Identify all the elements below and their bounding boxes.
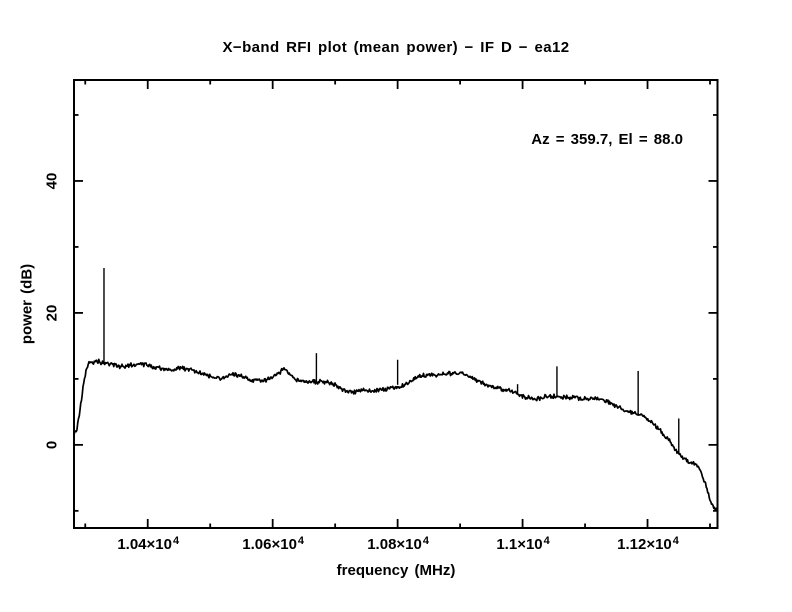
x-tick-label: 1.04×104 [117,535,180,553]
pointing-annotation: Az = 359.7, El = 88.0 [531,131,683,148]
x-tick-label: 1.12×104 [617,535,679,553]
x-tick-label: 1.1×104 [496,535,550,553]
chart-title: X−band RFI plot (mean power) − IF D − ea… [222,39,570,56]
y-tick-label: 0 [43,440,61,450]
x-axis-label: frequency (MHz) [336,562,456,579]
y-axis-label: power (dB) [18,263,36,345]
x-tick-label: 1.06×104 [242,535,305,553]
plot-frame [73,79,719,529]
y-tick-label: 40 [43,172,61,190]
x-tick-label: 1.08×104 [367,535,429,553]
spectrum-trace [73,358,719,511]
y-tick-label: 20 [43,304,61,322]
